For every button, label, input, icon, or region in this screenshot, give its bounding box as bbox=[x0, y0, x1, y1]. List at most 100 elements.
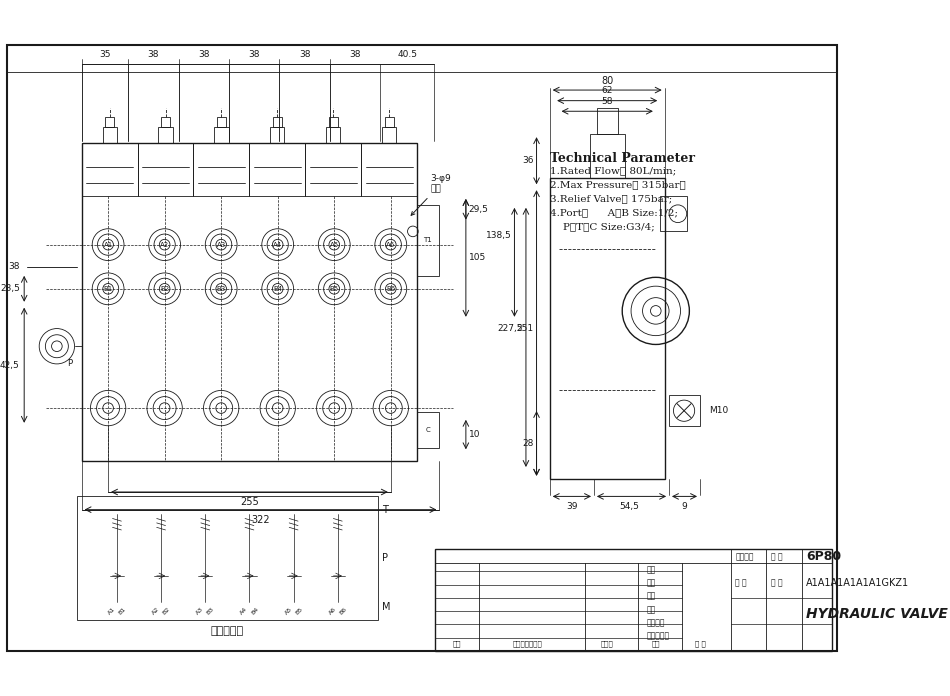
Text: A6: A6 bbox=[328, 606, 337, 616]
Text: 38: 38 bbox=[249, 50, 260, 59]
Bar bbox=[215, 127, 229, 143]
Text: T1: T1 bbox=[424, 237, 432, 243]
Text: 38: 38 bbox=[350, 50, 361, 59]
Text: P、T、C Size:G3/4;: P、T、C Size:G3/4; bbox=[550, 223, 655, 232]
Text: B3: B3 bbox=[206, 606, 216, 616]
Bar bbox=[105, 116, 114, 127]
Text: 4.Port：      A、B Size:1/2;: 4.Port： A、B Size:1/2; bbox=[550, 208, 677, 217]
Text: 105: 105 bbox=[468, 253, 485, 262]
Bar bbox=[271, 127, 284, 143]
Bar bbox=[669, 395, 700, 426]
Text: 38: 38 bbox=[147, 50, 159, 59]
Text: B2: B2 bbox=[162, 606, 171, 616]
Bar bbox=[103, 127, 117, 143]
Text: B2: B2 bbox=[161, 286, 169, 292]
Text: 签记: 签记 bbox=[453, 640, 462, 647]
Bar bbox=[250, 143, 305, 196]
Text: B3: B3 bbox=[217, 286, 226, 292]
Text: A2: A2 bbox=[151, 606, 161, 616]
Text: 更改内容和原因: 更改内容和原因 bbox=[513, 640, 542, 647]
Bar bbox=[326, 127, 340, 143]
Text: 23,5: 23,5 bbox=[0, 284, 20, 293]
Bar bbox=[162, 116, 170, 127]
Text: 138,5: 138,5 bbox=[486, 231, 512, 240]
Bar bbox=[159, 127, 173, 143]
Bar bbox=[597, 108, 618, 134]
Text: 更改人: 更改人 bbox=[600, 640, 614, 647]
Bar bbox=[329, 116, 338, 127]
Text: 标准化检查: 标准化检查 bbox=[647, 631, 670, 640]
Bar bbox=[82, 143, 138, 196]
Bar bbox=[217, 116, 226, 127]
Text: 共 页: 共 页 bbox=[694, 640, 705, 647]
Text: 251: 251 bbox=[517, 324, 534, 333]
Text: C: C bbox=[426, 427, 430, 433]
Text: B6: B6 bbox=[338, 606, 348, 616]
Text: 1.Rated Flow： 80L/min;: 1.Rated Flow： 80L/min; bbox=[550, 166, 676, 175]
Bar bbox=[550, 178, 665, 479]
Text: A5: A5 bbox=[330, 242, 339, 248]
Text: 39: 39 bbox=[566, 502, 578, 511]
Bar bbox=[194, 143, 250, 196]
Text: B6: B6 bbox=[386, 286, 395, 292]
Text: 255: 255 bbox=[240, 497, 258, 507]
Text: 2.Max Pressure： 315bar，: 2.Max Pressure： 315bar， bbox=[550, 180, 686, 189]
Text: B5: B5 bbox=[330, 286, 339, 292]
Bar bbox=[305, 143, 361, 196]
Text: 35: 35 bbox=[99, 50, 110, 59]
Text: 日期: 日期 bbox=[652, 640, 660, 647]
Text: 3.Relief Valve： 175bar;: 3.Relief Valve： 175bar; bbox=[550, 194, 672, 203]
Text: 6P80: 6P80 bbox=[806, 550, 841, 563]
Text: 80: 80 bbox=[601, 76, 614, 86]
Text: 重 量: 重 量 bbox=[770, 552, 782, 561]
Text: 9: 9 bbox=[681, 502, 687, 511]
Text: 阶 段: 阶 段 bbox=[770, 578, 782, 587]
Bar bbox=[660, 196, 687, 231]
Text: 28: 28 bbox=[522, 439, 534, 448]
Text: A4: A4 bbox=[239, 606, 249, 616]
Bar bbox=[417, 205, 439, 276]
Bar bbox=[138, 143, 194, 196]
Text: 工艺检查: 工艺检查 bbox=[647, 618, 665, 627]
Text: B4: B4 bbox=[250, 606, 259, 616]
Bar bbox=[435, 549, 832, 651]
Text: 批准: 批准 bbox=[647, 605, 656, 614]
Text: T: T bbox=[382, 505, 388, 514]
Text: 40.5: 40.5 bbox=[397, 50, 417, 59]
Text: M10: M10 bbox=[709, 406, 728, 416]
Bar bbox=[77, 496, 377, 620]
Text: 设计: 设计 bbox=[647, 565, 656, 574]
Text: 制图: 制图 bbox=[647, 578, 656, 587]
Text: A1: A1 bbox=[104, 242, 113, 248]
Text: P: P bbox=[382, 553, 388, 563]
Text: 3-φ9
通孔: 3-φ9 通孔 bbox=[411, 174, 451, 215]
Text: A1: A1 bbox=[107, 606, 116, 616]
Text: B1: B1 bbox=[104, 286, 113, 292]
Text: B4: B4 bbox=[274, 286, 282, 292]
Text: 54,5: 54,5 bbox=[619, 502, 639, 511]
Bar bbox=[385, 116, 393, 127]
Text: B5: B5 bbox=[294, 606, 304, 616]
Bar bbox=[361, 143, 417, 196]
Text: 38: 38 bbox=[198, 50, 210, 59]
Text: M: M bbox=[382, 602, 390, 612]
Bar bbox=[82, 143, 417, 461]
Text: 42,5: 42,5 bbox=[0, 361, 20, 370]
Text: A3: A3 bbox=[217, 242, 226, 248]
Text: Technical Parameter: Technical Parameter bbox=[550, 152, 694, 165]
Text: 58: 58 bbox=[601, 97, 613, 106]
Text: P: P bbox=[66, 359, 72, 368]
Text: B1: B1 bbox=[118, 606, 127, 616]
Text: A5: A5 bbox=[284, 606, 293, 616]
Text: A2: A2 bbox=[161, 242, 169, 248]
Text: 校图: 校图 bbox=[647, 592, 656, 601]
Text: 38: 38 bbox=[299, 50, 311, 59]
Bar bbox=[590, 134, 625, 178]
Text: A3: A3 bbox=[196, 606, 204, 616]
Bar bbox=[382, 127, 396, 143]
Text: 38: 38 bbox=[9, 262, 20, 271]
Text: 液压原理图: 液压原理图 bbox=[211, 626, 244, 635]
Text: A4: A4 bbox=[274, 242, 282, 248]
Text: 322: 322 bbox=[251, 515, 270, 525]
Bar bbox=[417, 413, 439, 448]
